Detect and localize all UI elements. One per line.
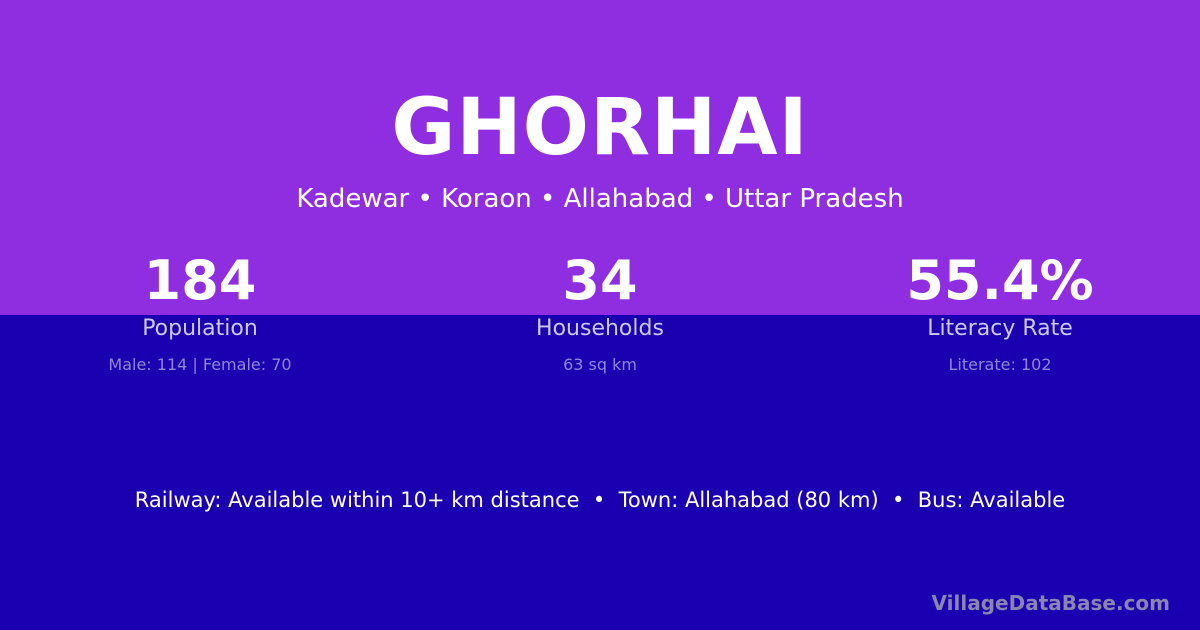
stat-label: Population bbox=[142, 316, 258, 341]
stat-value: 55.4% bbox=[906, 249, 1094, 312]
connectivity-info: Railway: Available within 10+ km distanc… bbox=[134, 488, 1066, 512]
stat-label: Literacy Rate bbox=[927, 316, 1073, 341]
header-band bbox=[0, 0, 1200, 315]
stat-detail: Male: 114 | Female: 70 bbox=[108, 355, 292, 374]
watermark-logo: VillageDataBase.com bbox=[931, 591, 1170, 615]
stat-detail: Literate: 102 bbox=[948, 355, 1052, 374]
stat-detail: 63 sq km bbox=[563, 355, 637, 374]
village-title: GHORHAI bbox=[391, 83, 809, 173]
location-breadcrumb: Kadewar • Koraon • Allahabad • Uttar Pra… bbox=[296, 184, 904, 214]
stat-value: 34 bbox=[562, 249, 638, 312]
stat-label: Households bbox=[536, 316, 664, 341]
stat-value: 184 bbox=[143, 249, 257, 312]
